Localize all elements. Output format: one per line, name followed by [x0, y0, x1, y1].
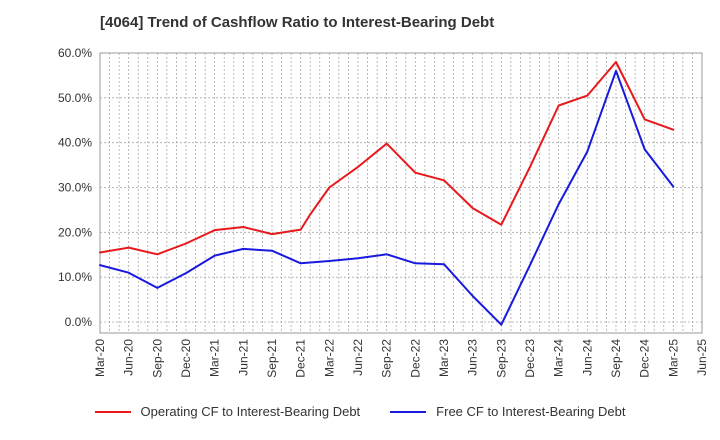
legend-item-free-cf: Free CF to Interest-Bearing Debt	[390, 404, 625, 419]
data-point-free-cf	[471, 295, 474, 297]
data-point-operating-cf	[443, 179, 445, 182]
data-point-free-cf	[586, 150, 589, 153]
x-tick-label: Dec-20	[179, 339, 193, 378]
x-tick-label: Dec-22	[408, 339, 422, 378]
x-tick-label: Sep-22	[380, 339, 394, 378]
data-point-free-cf	[385, 253, 388, 256]
data-point-operating-cf	[127, 246, 130, 249]
data-point-operating-cf	[471, 207, 474, 209]
data-point-free-cf	[127, 271, 130, 274]
legend-item-operating-cf: Operating CF to Interest-Bearing Debt	[94, 404, 361, 419]
x-tick-label: Dec-24	[638, 339, 652, 378]
data-point-operating-cf	[557, 104, 560, 107]
y-tick-label: 60.0%	[58, 46, 92, 60]
data-point-free-cf	[557, 203, 560, 205]
plot-frame	[99, 52, 703, 334]
data-point-operating-cf	[309, 213, 312, 216]
x-tick-label: Mar-20	[93, 339, 107, 377]
data-point-operating-cf	[414, 171, 417, 174]
data-point-free-cf	[357, 257, 359, 260]
data-point-operating-cf	[385, 142, 388, 145]
data-point-operating-cf	[500, 223, 503, 226]
y-tick-label: 30.0%	[58, 181, 92, 195]
y-tick-label: 10.0%	[58, 270, 92, 284]
data-point-operating-cf	[271, 233, 273, 235]
y-tick-label: 40.0%	[58, 136, 92, 150]
data-point-free-cf	[500, 323, 503, 326]
data-point-operating-cf	[328, 186, 331, 189]
data-point-free-cf	[271, 249, 273, 252]
data-point-operating-cf	[586, 94, 589, 97]
data-point-operating-cf	[615, 61, 617, 63]
data-point-operating-cf	[185, 242, 187, 245]
data-point-operating-cf	[643, 118, 646, 121]
x-tick-label: Jun-20	[122, 339, 136, 376]
data-point-free-cf	[443, 263, 445, 265]
data-point-free-cf	[414, 262, 417, 265]
x-tick-label: Jun-24	[580, 339, 594, 376]
x-tick-label: Jun-23	[466, 339, 480, 376]
chart-legend: Operating CF to Interest-Bearing Debt Fr…	[0, 404, 720, 419]
chart-title: [4064] Trend of Cashflow Ratio to Intere…	[100, 14, 495, 31]
legend-label-operating-cf: Operating CF to Interest-Bearing Debt	[140, 404, 361, 419]
data-point-free-cf	[328, 260, 331, 262]
x-tick-label: Mar-25	[666, 339, 680, 377]
x-tick-label: Sep-21	[265, 339, 279, 378]
x-tick-label: Sep-20	[150, 339, 164, 378]
data-point-operating-cf	[213, 229, 216, 231]
x-tick-label: Dec-23	[523, 339, 537, 378]
x-tick-label: Sep-24	[609, 339, 623, 378]
legend-swatch-free-cf	[390, 410, 427, 413]
data-point-free-cf	[672, 185, 675, 188]
x-tick-label: Mar-22	[322, 339, 336, 377]
y-tick-label: 50.0%	[58, 91, 92, 105]
legend-label-free-cf: Free CF to Interest-Bearing Debt	[436, 404, 626, 419]
y-tick-label: 0.0%	[65, 315, 93, 329]
data-point-operating-cf	[156, 253, 159, 256]
x-tick-label: Mar-24	[552, 339, 566, 377]
x-tick-label: Sep-23	[494, 339, 508, 378]
data-point-free-cf	[99, 264, 101, 266]
x-tick-label: Dec-21	[294, 339, 308, 378]
data-point-operating-cf	[529, 166, 531, 168]
x-tick-label: Jun-25	[695, 339, 709, 376]
data-point-operating-cf	[99, 251, 101, 254]
data-point-free-cf	[213, 254, 216, 257]
data-point-free-cf	[529, 264, 531, 266]
x-tick-label: Jun-21	[236, 339, 250, 376]
data-point-operating-cf	[357, 166, 359, 168]
x-tick-label: Jun-22	[351, 339, 365, 376]
data-point-free-cf	[643, 148, 646, 151]
x-tick-label: Mar-23	[437, 339, 451, 377]
data-point-operating-cf	[242, 226, 245, 228]
series-line-operating-cf	[99, 61, 675, 256]
legend-swatch-operating-cf	[94, 410, 131, 413]
y-tick-label: 20.0%	[58, 225, 92, 239]
data-point-free-cf	[299, 262, 302, 265]
data-point-free-cf	[242, 248, 245, 250]
x-tick-label: Mar-21	[208, 339, 222, 377]
data-point-operating-cf	[672, 128, 675, 131]
data-point-free-cf	[615, 70, 617, 72]
data-point-free-cf	[156, 287, 159, 289]
data-point-operating-cf	[299, 228, 302, 231]
data-point-free-cf	[185, 272, 187, 274]
